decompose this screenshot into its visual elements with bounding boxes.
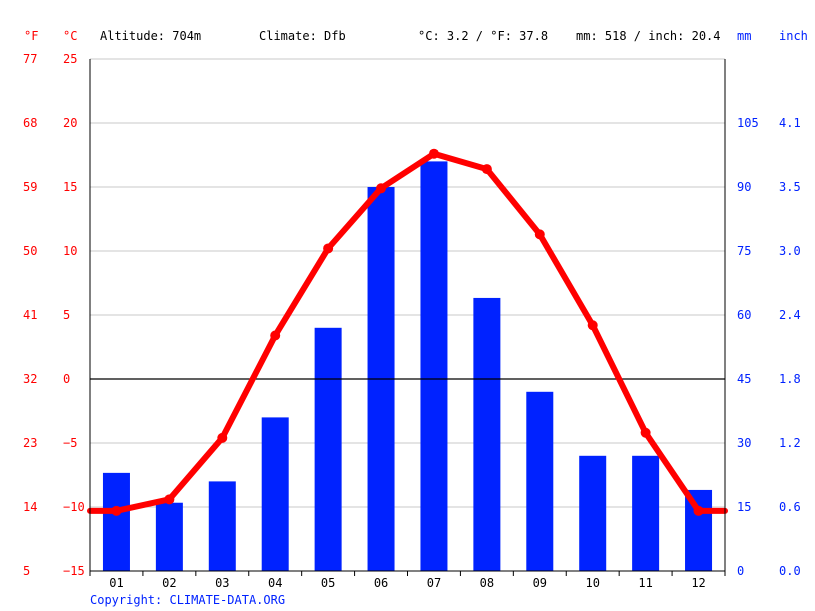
inch-tick-label: 4.1 <box>779 116 801 130</box>
month-tick-label: 08 <box>480 576 494 590</box>
temperature-point <box>164 494 175 505</box>
month-tick-label: 03 <box>215 576 229 590</box>
month-tick-label: 04 <box>268 576 282 590</box>
mm-tick-label: 60 <box>737 308 751 322</box>
precipitation-bar <box>208 481 236 571</box>
fahrenheit-tick-label: 23 <box>23 436 37 450</box>
inch-tick-label: 3.5 <box>779 180 801 194</box>
precipitation-bar <box>526 391 554 571</box>
temperature-point <box>217 432 228 443</box>
mm-tick-label: 30 <box>737 436 751 450</box>
temperature-point <box>587 320 598 331</box>
temperature-point <box>111 505 122 516</box>
mm-tick-label: 105 <box>737 116 759 130</box>
unit-inch-label: inch <box>779 29 808 43</box>
fahrenheit-tick-label: 41 <box>23 308 37 322</box>
inch-tick-label: 3.0 <box>779 244 801 258</box>
axes <box>89 59 726 576</box>
precipitation-bar <box>579 455 607 571</box>
temperature-point <box>376 183 387 194</box>
precipitation-bar <box>102 472 130 571</box>
temperature-point <box>428 148 439 159</box>
unit-mm-label: mm <box>737 29 751 43</box>
month-tick-label: 07 <box>427 576 441 590</box>
month-tick-label: 12 <box>691 576 705 590</box>
celsius-tick-label: 20 <box>63 116 77 130</box>
precipitation-bar <box>314 327 342 571</box>
precipitation-bar <box>420 161 448 571</box>
mm-tick-label: 90 <box>737 180 751 194</box>
precipitation-bars <box>102 161 713 571</box>
inch-tick-label: 1.8 <box>779 372 801 386</box>
mm-tick-label: 0 <box>737 564 744 578</box>
temperature-line-layer <box>87 148 728 516</box>
altitude-label: Altitude: 704m <box>100 29 201 43</box>
fahrenheit-tick-label: 50 <box>23 244 37 258</box>
celsius-tick-label: −5 <box>63 436 77 450</box>
fahrenheit-tick-label: 59 <box>23 180 37 194</box>
mm-tick-label: 45 <box>737 372 751 386</box>
precipitation-bar <box>685 489 713 571</box>
fahrenheit-tick-label: 14 <box>23 500 37 514</box>
inch-tick-label: 0.6 <box>779 500 801 514</box>
unit-celsius-label: °C <box>63 29 77 43</box>
month-tick-label: 05 <box>321 576 335 590</box>
fahrenheit-tick-label: 5 <box>23 564 30 578</box>
precipitation-total-label: mm: 518 / inch: 20.4 <box>576 29 721 43</box>
fahrenheit-tick-label: 32 <box>23 372 37 386</box>
celsius-tick-label: 5 <box>63 308 70 322</box>
celsius-tick-label: 0 <box>63 372 70 386</box>
mm-tick-label: 15 <box>737 500 751 514</box>
month-tick-label: 06 <box>374 576 388 590</box>
temperature-point <box>270 330 281 341</box>
celsius-tick-label: 10 <box>63 244 77 258</box>
precipitation-bar <box>261 417 289 571</box>
month-tick-label: 09 <box>533 576 547 590</box>
copyright-text: Copyright: CLIMATE-DATA.ORG <box>90 593 285 607</box>
precipitation-bar <box>155 502 183 571</box>
celsius-tick-label: −15 <box>63 564 85 578</box>
temperature-point <box>640 427 651 438</box>
temperature-point <box>693 505 704 516</box>
inch-tick-label: 2.4 <box>779 308 801 322</box>
month-tick-label: 01 <box>109 576 123 590</box>
temperature-average-label: °C: 3.2 / °F: 37.8 <box>418 29 548 43</box>
inch-tick-label: 0.0 <box>779 564 801 578</box>
temperature-line <box>87 150 728 514</box>
temperature-point <box>323 243 334 254</box>
precipitation-bar <box>632 455 660 571</box>
month-tick-label: 02 <box>162 576 176 590</box>
month-tick-label: 11 <box>638 576 652 590</box>
fahrenheit-tick-label: 77 <box>23 52 37 66</box>
unit-fahrenheit-label: °F <box>24 29 38 43</box>
month-tick-label: 10 <box>585 576 599 590</box>
temperature-point <box>481 164 492 175</box>
mm-tick-label: 75 <box>737 244 751 258</box>
celsius-tick-label: 15 <box>63 180 77 194</box>
climate-label: Climate: Dfb <box>259 29 346 43</box>
temperature-point <box>534 229 545 240</box>
celsius-tick-label: 25 <box>63 52 77 66</box>
celsius-tick-label: −10 <box>63 500 85 514</box>
grid-lines <box>90 58 725 508</box>
precipitation-bar <box>473 297 501 571</box>
fahrenheit-tick-label: 68 <box>23 116 37 130</box>
inch-tick-label: 1.2 <box>779 436 801 450</box>
